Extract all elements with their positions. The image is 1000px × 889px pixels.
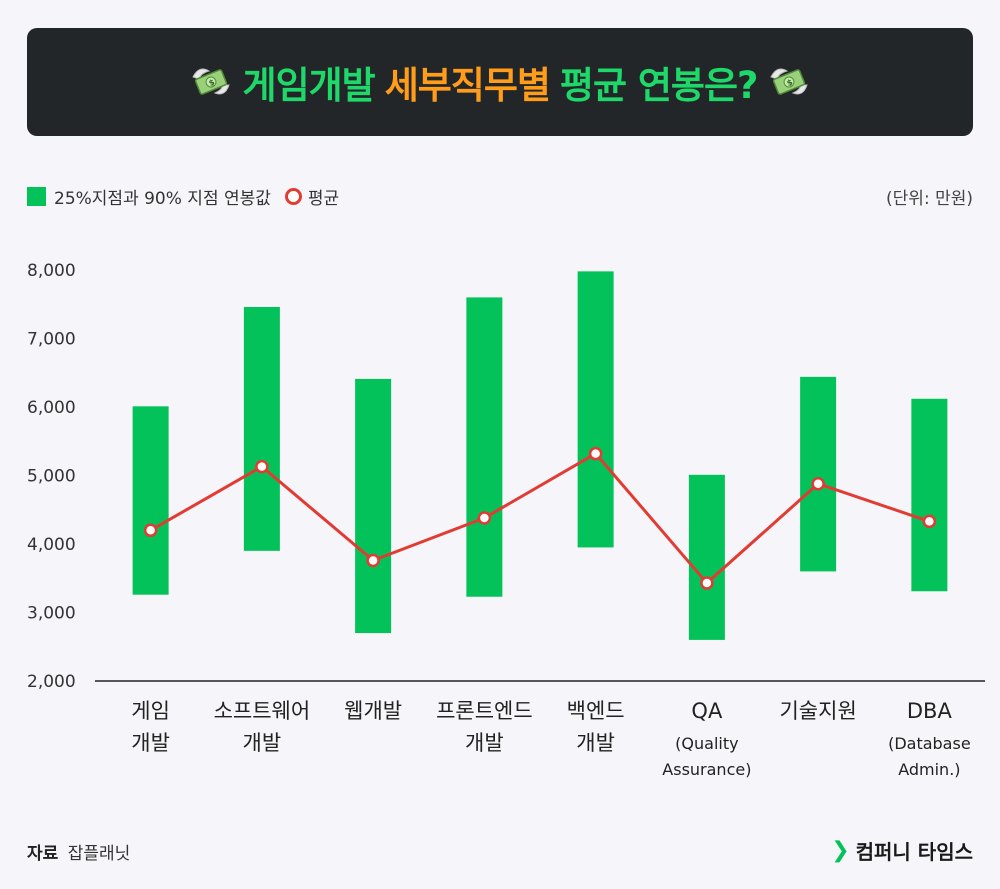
- x-tick-label: DBA: [907, 699, 953, 723]
- range-bar: [577, 271, 614, 548]
- brand-name: 컴퍼니 타임스: [855, 840, 973, 864]
- y-tick-label: 3,000: [27, 604, 76, 624]
- average-point: [700, 576, 714, 590]
- source-note: 자료 잡플래닛: [27, 839, 130, 864]
- chevron-right-icon: ❯: [831, 838, 850, 863]
- range-bars: [132, 271, 948, 640]
- source-label: 자료: [27, 844, 59, 864]
- range-bar: [466, 297, 503, 597]
- x-tick-label: Admin.): [898, 760, 960, 779]
- x-tick-label: (Quality: [675, 734, 738, 753]
- title-banner: $ 게임개발 세부직무별 평균 연봉은? $: [27, 28, 973, 136]
- title-part2: 세부직무별: [384, 64, 551, 107]
- range-bar: [132, 406, 169, 595]
- unit-label: (단위: 만원): [886, 189, 973, 209]
- x-tick-label: 프론트엔드: [436, 699, 533, 723]
- y-tick-label: 5,000: [27, 467, 76, 487]
- average-line-layer: [143, 446, 937, 590]
- y-tick-label: 4,000: [27, 535, 76, 555]
- average-point: [366, 553, 380, 568]
- title-part3: 평균 연봉은?: [559, 64, 759, 107]
- legend-avg-marker: [284, 188, 302, 205]
- x-tick-label: Assurance): [662, 760, 751, 779]
- legend-range-label: 25%지점과 90% 지점 연봉값: [54, 189, 271, 209]
- average-point: [588, 446, 603, 461]
- x-tick-label: 게임: [131, 699, 170, 723]
- x-tick-label: 개발: [131, 731, 170, 755]
- range-bar: [355, 378, 392, 634]
- x-tick-label: 웹개발: [344, 699, 402, 723]
- average-line: [149, 451, 930, 586]
- y-tick-label: 2,000: [27, 672, 76, 692]
- legend-avg-label: 평균: [307, 189, 340, 209]
- x-tick-label: 개발: [465, 731, 504, 755]
- average-point: [477, 511, 492, 525]
- range-bar: [243, 306, 280, 551]
- x-tick-label: 개발: [576, 731, 615, 755]
- x-tick-label: QA: [691, 699, 723, 723]
- flying-money-icon: $: [770, 68, 809, 95]
- flying-money-icon: $: [191, 68, 230, 95]
- svg-text:$: $: [207, 77, 216, 88]
- range-bar: [688, 474, 725, 640]
- x-tick-label: (Database: [888, 734, 971, 753]
- brand-logo: ❯ 컴퍼니 타임스: [831, 836, 973, 865]
- chart-legend: 25%지점과 90% 지점 연봉값 평균: [27, 184, 339, 209]
- y-tick-label: 6,000: [27, 398, 76, 418]
- range-bar: [911, 398, 948, 592]
- y-axis-ticks: 2,000 3,000 4,000 5,000 6,000 7,000 8,000: [27, 261, 76, 692]
- chart-title: $ 게임개발 세부직무별 평균 연봉은? $: [189, 55, 812, 109]
- average-point: [143, 523, 158, 538]
- average-point: [811, 476, 825, 491]
- title-part1: 게임개발: [242, 64, 376, 107]
- legend-range-swatch: [27, 187, 46, 206]
- x-tick-label: 기술지원: [779, 699, 856, 723]
- y-tick-label: 8,000: [27, 261, 76, 281]
- average-point: [922, 514, 937, 529]
- y-tick-label: 7,000: [27, 330, 76, 350]
- x-tick-label: 백엔드: [567, 699, 625, 723]
- svg-text:$: $: [786, 77, 795, 88]
- x-tick-label: 개발: [243, 731, 282, 755]
- source-value: 잡플래닛: [67, 844, 131, 864]
- range-bar: [800, 376, 837, 572]
- average-point: [255, 459, 269, 474]
- x-tick-label: 소프트웨어: [214, 699, 311, 723]
